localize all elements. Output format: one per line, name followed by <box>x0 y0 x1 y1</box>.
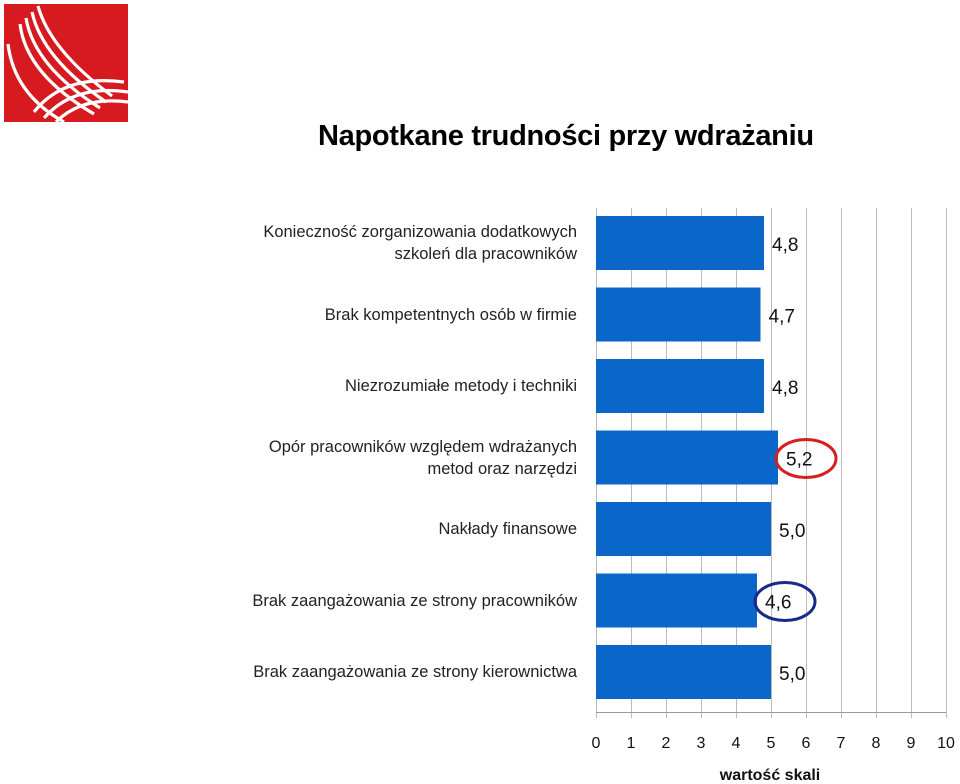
x-tick-label: 8 <box>872 735 881 752</box>
value-label: 4,6 <box>765 593 791 614</box>
chart-title: Napotkane trudności przy wdrażaniu <box>318 120 814 152</box>
x-tick-label: 6 <box>802 735 811 752</box>
category-label-line: Niezrozumiałe metody i techniki <box>344 377 577 395</box>
bar <box>596 430 778 485</box>
category-label-line: Brak zaangażowania ze strony pracowników <box>252 591 577 610</box>
value-label: 4,7 <box>769 307 795 328</box>
bar <box>596 573 757 628</box>
bar <box>596 645 771 699</box>
x-tick-label: 4 <box>732 735 741 752</box>
category-label-line: Brak kompetentnych osób w firmie <box>324 305 577 324</box>
x-tick-label: 7 <box>837 735 846 752</box>
highlight-ellipse <box>774 438 838 479</box>
x-axis-label: wartość skali <box>719 767 821 784</box>
category-label-line: Nakłady finansowe <box>438 520 578 538</box>
x-tick-label: 1 <box>627 735 636 752</box>
value-label: 4,8 <box>772 235 798 256</box>
value-label: 5,2 <box>786 450 812 471</box>
category-label: Brak kompetentnych osób w firmie <box>157 304 577 326</box>
value-label: 4,8 <box>772 378 798 399</box>
bar <box>596 502 771 556</box>
x-tick-label: 9 <box>907 735 916 752</box>
category-label-line: Opór pracowników względem wdrażanych <box>268 437 577 456</box>
category-label: Niezrozumiałe metody i techniki <box>157 375 577 397</box>
x-tick-label: 10 <box>937 735 955 752</box>
value-label: 5,0 <box>779 664 805 685</box>
bar <box>596 216 764 270</box>
category-label-line: metod oraz narzędzi <box>427 459 578 478</box>
category-label-line: Brak zaangażowania ze strony kierownictw… <box>253 663 577 681</box>
bar <box>596 287 761 342</box>
category-label: Konieczność zorganizowania dodatkowych sz… <box>157 221 577 265</box>
category-label-line: Konieczność zorganizowania dodatkowych <box>263 223 577 241</box>
logo-icon <box>4 4 129 124</box>
category-label: Nakłady finansowe <box>157 518 578 540</box>
x-tick-label: 3 <box>697 735 706 752</box>
x-tick-label: 2 <box>662 735 671 752</box>
category-label: Opór pracowników względem wdrażanych meto… <box>157 436 577 480</box>
category-label: Brak zaangażowania ze strony pracowników <box>157 590 577 612</box>
x-tick-label: 5 <box>767 735 776 752</box>
category-label-line: szkoleń dla pracowników <box>394 245 577 263</box>
value-label: 5,0 <box>779 521 805 542</box>
category-label: Brak zaangażowania ze strony kierownictw… <box>157 661 577 683</box>
bar <box>596 359 764 413</box>
x-tick-label: 0 <box>592 735 601 752</box>
highlight-ellipse <box>753 581 817 622</box>
